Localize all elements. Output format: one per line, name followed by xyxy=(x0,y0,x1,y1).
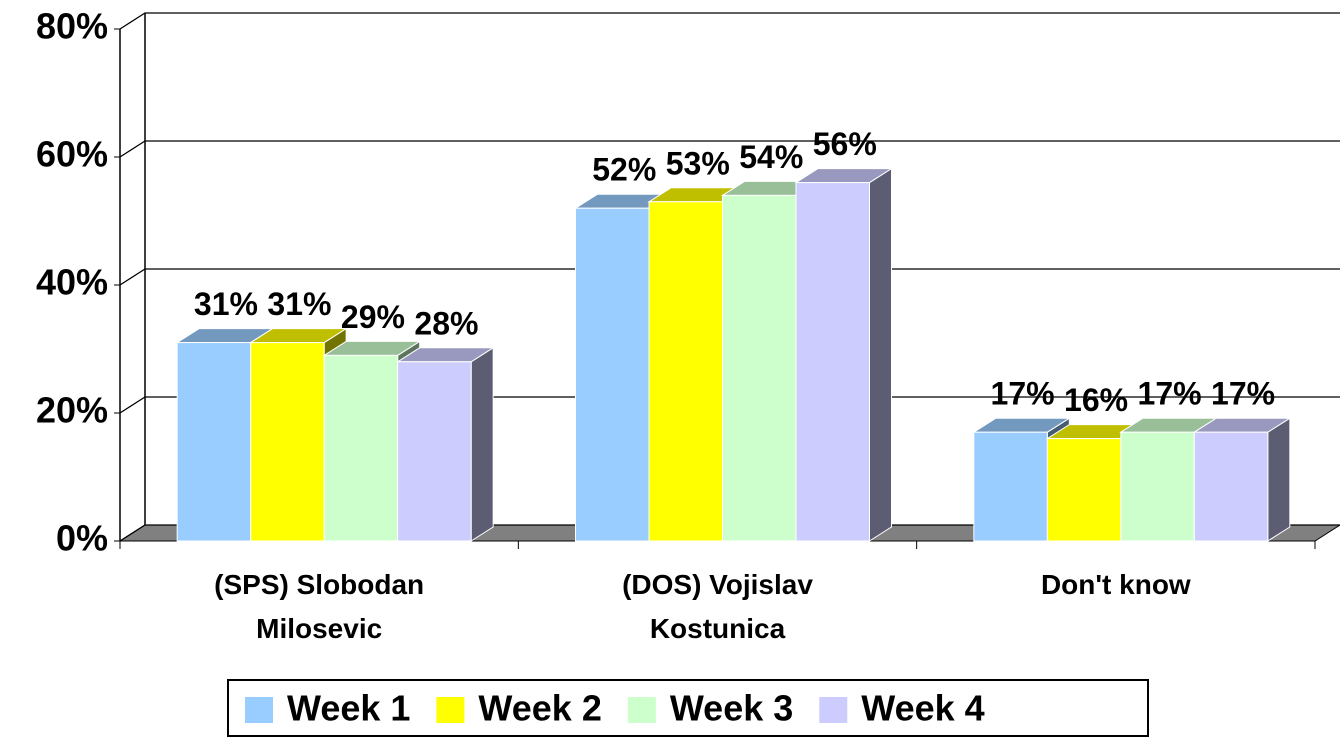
y-tick-label: 20% xyxy=(36,390,108,431)
data-label: 56% xyxy=(813,126,877,162)
legend-swatch xyxy=(819,697,848,723)
data-label: 54% xyxy=(739,139,803,175)
bar-side xyxy=(869,167,892,542)
legend-label: Week 1 xyxy=(287,688,410,729)
bar xyxy=(648,201,723,542)
x-tick-label: Don't know xyxy=(1040,569,1191,600)
grid-line xyxy=(119,12,1340,30)
y-tick-label: 40% xyxy=(36,262,108,303)
grid-line xyxy=(119,396,1340,414)
legend-swatch xyxy=(245,697,273,723)
bar xyxy=(323,354,399,542)
data-label: 28% xyxy=(414,305,478,341)
grid-line xyxy=(119,140,1340,158)
bar xyxy=(722,194,797,542)
data-label: 16% xyxy=(1064,382,1128,418)
legend-label: Week 3 xyxy=(670,688,793,729)
bar-side xyxy=(470,346,494,542)
grid-line xyxy=(119,268,1340,286)
x-tick-label: (DOS) Vojislav Kostunica xyxy=(622,569,813,644)
legend-swatch xyxy=(627,697,656,723)
bar xyxy=(1193,431,1269,542)
legend-swatch xyxy=(436,697,465,723)
legend-label: Week 2 xyxy=(478,688,601,729)
legend-box xyxy=(227,679,1149,737)
data-label: 17% xyxy=(1211,376,1275,412)
bar xyxy=(250,342,325,542)
bar xyxy=(176,342,252,542)
data-label: 17% xyxy=(1138,376,1202,412)
x-tick-label: (SPS) Slobodan Milosevic xyxy=(214,569,425,644)
y-tick-label: 0% xyxy=(56,518,108,559)
data-label: 29% xyxy=(341,299,405,335)
data-label: 53% xyxy=(666,145,730,181)
data-label: 52% xyxy=(592,152,656,188)
bar xyxy=(1046,438,1122,542)
data-label: 17% xyxy=(991,376,1055,412)
bar xyxy=(795,182,870,542)
bar xyxy=(1120,431,1195,542)
bar xyxy=(397,361,472,542)
bar xyxy=(575,207,650,542)
bar-side xyxy=(1267,417,1291,542)
data-label: 31% xyxy=(267,286,331,322)
y-tick-label: 80% xyxy=(36,6,108,47)
data-label: 31% xyxy=(194,286,258,322)
grid-line xyxy=(119,524,1340,542)
legend-label: Week 4 xyxy=(861,688,984,729)
bar xyxy=(973,431,1048,542)
y-tick-label: 60% xyxy=(36,134,108,175)
